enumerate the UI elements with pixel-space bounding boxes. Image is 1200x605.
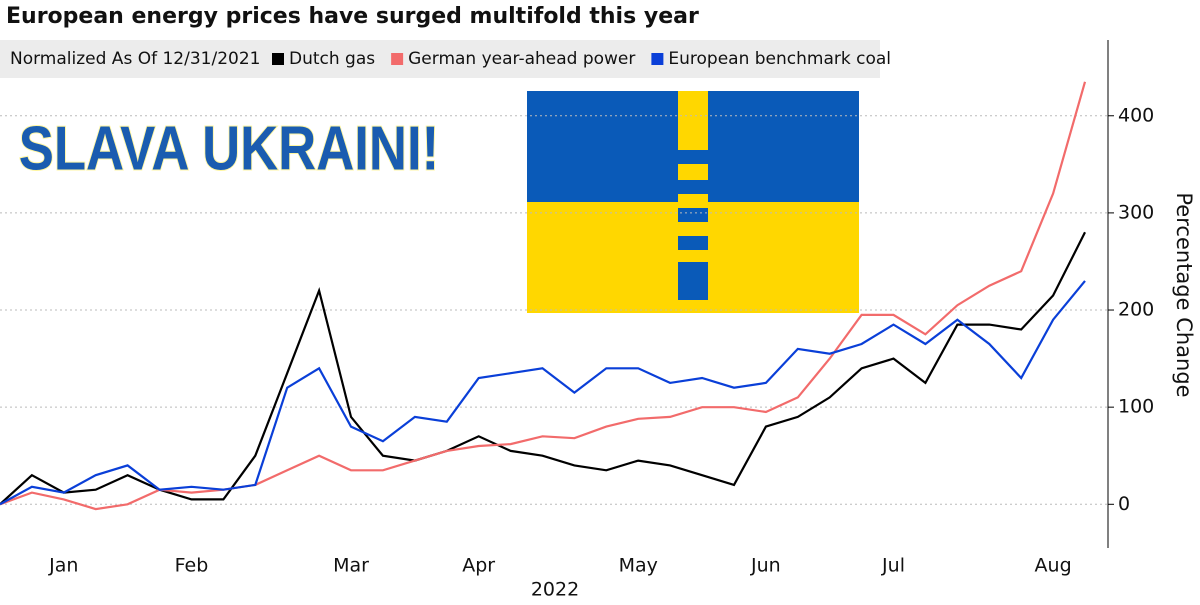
legend-swatch	[391, 53, 404, 65]
x-tick-label: Mar	[333, 555, 369, 577]
y-axis-label: Percentage Change	[1172, 192, 1196, 397]
x-tick-label: Jun	[750, 555, 781, 577]
legend-swatch	[272, 53, 284, 65]
line-series	[0, 81, 1087, 511]
legend-label: Dutch gas	[289, 49, 375, 69]
x-tick-label: Feb	[175, 555, 209, 577]
line-series	[0, 231, 1086, 506]
ukraine-flag	[527, 91, 859, 313]
x-tick-label: Aug	[1035, 555, 1072, 577]
line-series	[0, 280, 1086, 506]
chart-title: European energy prices have surged multi…	[6, 4, 699, 29]
x-axis-label: 2022	[531, 579, 579, 601]
x-tick-label: Jan	[48, 555, 78, 577]
annotation: SLAVA UKRAINI!	[19, 114, 439, 183]
x-tick-label: May	[619, 555, 658, 577]
legend-label: European benchmark coal	[668, 49, 891, 69]
y-tick-label: 0	[1118, 493, 1130, 515]
legend-swatch	[651, 53, 664, 65]
x-tick-label: Apr	[462, 555, 495, 577]
x-tick-label: Jul	[881, 555, 905, 577]
y-tick-label: 100	[1118, 396, 1154, 418]
y-tick-label: 300	[1118, 201, 1154, 223]
y-tick-label: 400	[1118, 104, 1154, 126]
y-tick-label: 200	[1118, 299, 1154, 321]
legend-box	[0, 40, 880, 78]
legend-label: German year-ahead power	[408, 49, 635, 69]
legend-title: Normalized As Of 12/31/2021	[10, 49, 260, 69]
